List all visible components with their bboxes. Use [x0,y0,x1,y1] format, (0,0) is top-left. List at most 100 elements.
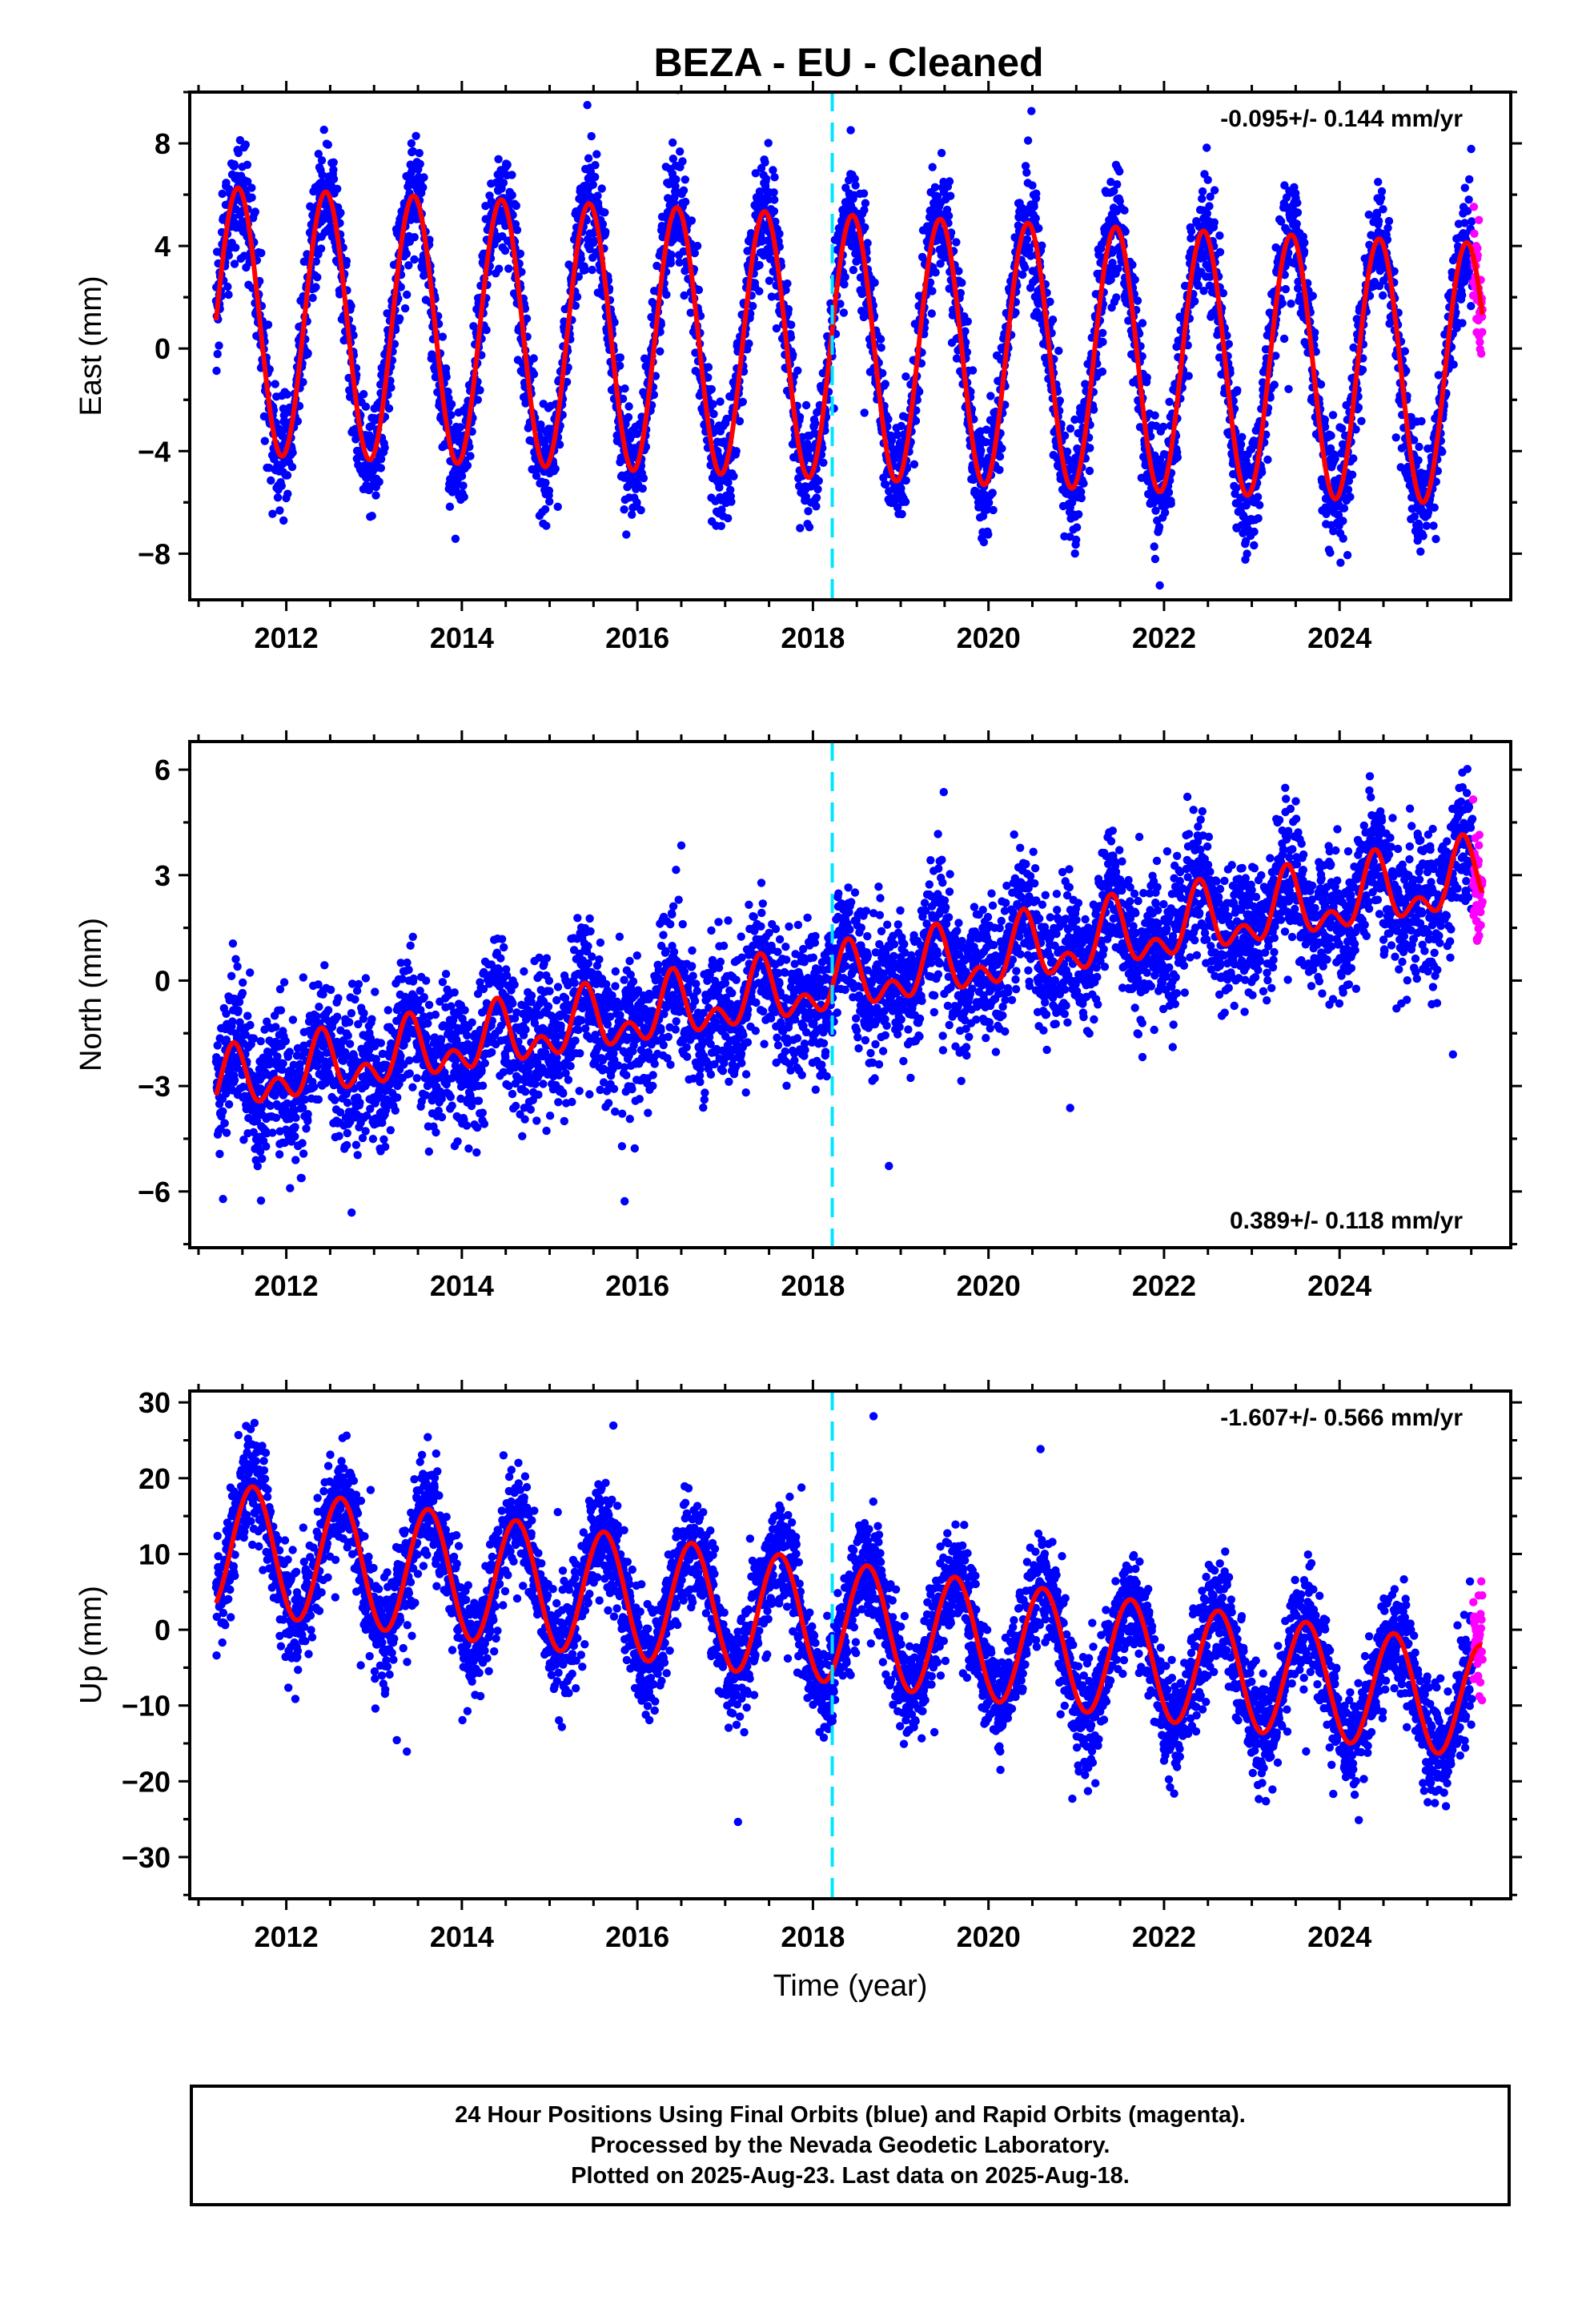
figure-title: BEZA - EU - Cleaned [653,40,1043,85]
east-final-orbit-point [371,491,380,500]
east-final-orbit-point [574,272,583,281]
east-final-orbit-point [288,448,297,457]
panel-east: 2012 2014 2016 2018 2020 2022 2024−8−4048East … [74,81,1522,654]
east-final-orbit-point [716,397,725,406]
east-final-orbit-point [1377,187,1387,196]
east-final-orbit-point [375,477,383,486]
east-final-orbit-point [572,292,582,301]
east-final-orbit-point [591,161,600,170]
east-final-orbit-point [995,465,1004,474]
east-final-orbit-point [876,335,885,344]
east-final-orbit-point [1438,448,1447,456]
east-final-orbit-point [367,512,376,521]
east-final-orbit-point [1431,534,1440,544]
east-final-orbit-point [1028,181,1037,190]
east-final-orbit-point [884,415,893,424]
east-final-orbit-point [944,211,954,220]
east-final-orbit-point [1430,503,1439,512]
east-final-orbit-point [1391,433,1400,442]
east-final-orbit-point [1255,501,1264,509]
east-final-orbit-point [1243,549,1251,558]
east-final-orbit-point [664,194,673,203]
east-final-orbit-point [404,261,413,270]
east-final-orbit-point [694,285,704,295]
east-final-orbit-point [995,452,1005,461]
east-final-orbit-point [618,394,628,404]
east-final-orbit-point [532,471,541,480]
east-final-orbit-point [727,497,736,506]
east-final-orbit-point [529,370,539,379]
east-final-orbit-point [851,181,860,190]
east-final-orbit-point [536,424,545,434]
east-final-orbit-point [863,239,872,247]
east-final-orbit-point [764,139,773,147]
east-final-orbit-point [400,304,410,313]
east-final-orbit-point [860,408,869,417]
east-final-orbit-point [678,157,687,166]
east-final-orbit-point [789,350,797,360]
east-final-orbit-point [784,305,793,314]
east-final-orbit-point [447,411,456,420]
east-final-orbit-point [968,366,978,375]
east-final-orbit-point [1374,178,1383,187]
east-final-orbit-point [841,272,849,282]
east-final-orbit-point [984,530,993,539]
east-final-orbit-point [786,333,796,342]
east-final-orbit-point [687,216,697,225]
east-final-orbit-point [1379,205,1387,214]
east-final-orbit-point [901,497,910,506]
east-final-orbit-point [588,180,597,189]
east-final-orbit-point [811,419,820,428]
east-final-orbit-point [364,485,374,495]
east-final-orbit-point [459,481,468,490]
east-final-orbit-point [273,493,283,502]
east-final-orbit-point [1054,346,1063,356]
east-final-orbit-point [499,179,508,187]
east-final-orbit-point [314,150,323,159]
east-final-orbit-point [761,175,771,183]
east-final-orbit-point [1072,523,1082,532]
east-final-orbit-point [1253,493,1263,501]
east-final-orbit-point [1379,291,1387,300]
east-final-orbit-point [681,197,690,207]
east-final-orbit-point [319,125,328,135]
east-final-orbit-point [1184,372,1193,380]
east-final-orbit-point [529,354,538,363]
east-final-orbit-point [412,131,420,140]
east-final-orbit-point [1215,247,1225,256]
east-final-orbit-point [765,276,774,285]
east-final-orbit-point [1357,416,1366,425]
east-final-orbit-point [1070,549,1079,558]
east-final-orbit-point [796,524,805,533]
east-final-orbit-point [672,175,681,184]
east-final-orbit-point [1419,532,1427,541]
east-final-orbit-point [724,478,733,487]
east-final-orbit-point [931,268,940,277]
east-final-orbit-point [1085,466,1094,476]
east-final-orbit-point [562,377,572,387]
east-final-orbit-point [451,534,460,543]
east-final-orbit-point [243,160,252,169]
east-final-orbit-point [783,279,792,288]
east-final-orbit-point [384,404,394,413]
east-final-orbit-point [946,191,955,200]
east-final-orbit-point [542,521,551,530]
east-final-orbit-point [597,184,606,193]
east-final-orbit-point [247,183,256,192]
east-final-orbit-point [1205,202,1214,211]
east-final-orbit-point [420,173,428,182]
east-final-orbit-point [516,249,525,258]
east-final-orbit-point [1060,431,1070,440]
east-final-orbit-point [1339,517,1347,525]
east-final-orbit-point [403,290,412,300]
east-final-orbit-point [769,188,778,197]
east-final-orbit-point [223,282,232,292]
east-final-orbit-point [1327,431,1335,440]
east-final-orbit-point [769,207,779,215]
east-final-orbit-point [639,473,648,483]
east-final-orbit-point [761,158,769,167]
east-final-orbit-point [1384,216,1394,226]
east-final-orbit-point [311,257,320,266]
east-final-orbit-point [755,287,764,296]
